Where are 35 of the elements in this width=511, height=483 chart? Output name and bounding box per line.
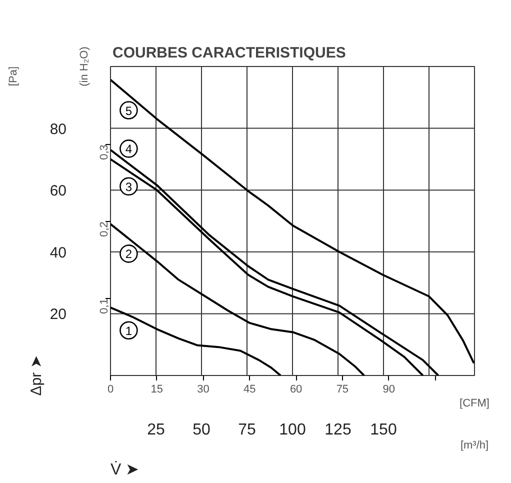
text: V̇ ➤ [110, 460, 139, 478]
x2-axis-title: [m³/h] [460, 440, 489, 452]
y-tick-label: 40 [50, 244, 67, 262]
x2-tick-label: 100 [279, 422, 306, 438]
chart-title: COURBES CARACTERISTIQUES [112, 44, 346, 62]
x-tick-label: 90 [382, 384, 395, 396]
y2-axis-title: (in H₂O) [78, 46, 90, 86]
y-axis-title: Δpr ➤ [28, 355, 45, 396]
y-tick-label: 20 [50, 306, 67, 324]
series-label: 3 [125, 180, 132, 194]
x-tick-label: 30 [197, 384, 210, 396]
x-tick-label: 75 [336, 384, 349, 396]
x2-tick-label: 75 [238, 422, 256, 438]
x2-tick-label: 125 [324, 422, 352, 438]
y2-tick-label: 0,1 [98, 298, 110, 314]
line-series [110, 78, 474, 364]
series-label: 1 [125, 324, 132, 338]
series-label: 4 [125, 142, 132, 156]
x-tick-label: 0 [107, 384, 114, 396]
series-label: 5 [125, 104, 132, 118]
x-axis-title: [CFM] [460, 398, 490, 410]
x2-tick-label: 150 [370, 422, 397, 438]
line-series [110, 223, 366, 376]
series-label: 2 [125, 247, 132, 262]
y-tick-label: 60 [50, 182, 67, 200]
text: [Pa] [8, 66, 20, 86]
line-series [110, 306, 282, 376]
x2-tick-label: 50 [192, 422, 210, 438]
y-tick-label: 80 [50, 120, 67, 138]
y2-tick-label: 0,3 [98, 144, 110, 160]
y2-tick-label: 0,2 [98, 222, 110, 237]
x-tick-label: 60 [290, 384, 302, 396]
x-tick-label: 15 [150, 384, 164, 396]
x-tick-label: 45 [244, 384, 256, 396]
x2-tick-label: 25 [147, 422, 165, 438]
